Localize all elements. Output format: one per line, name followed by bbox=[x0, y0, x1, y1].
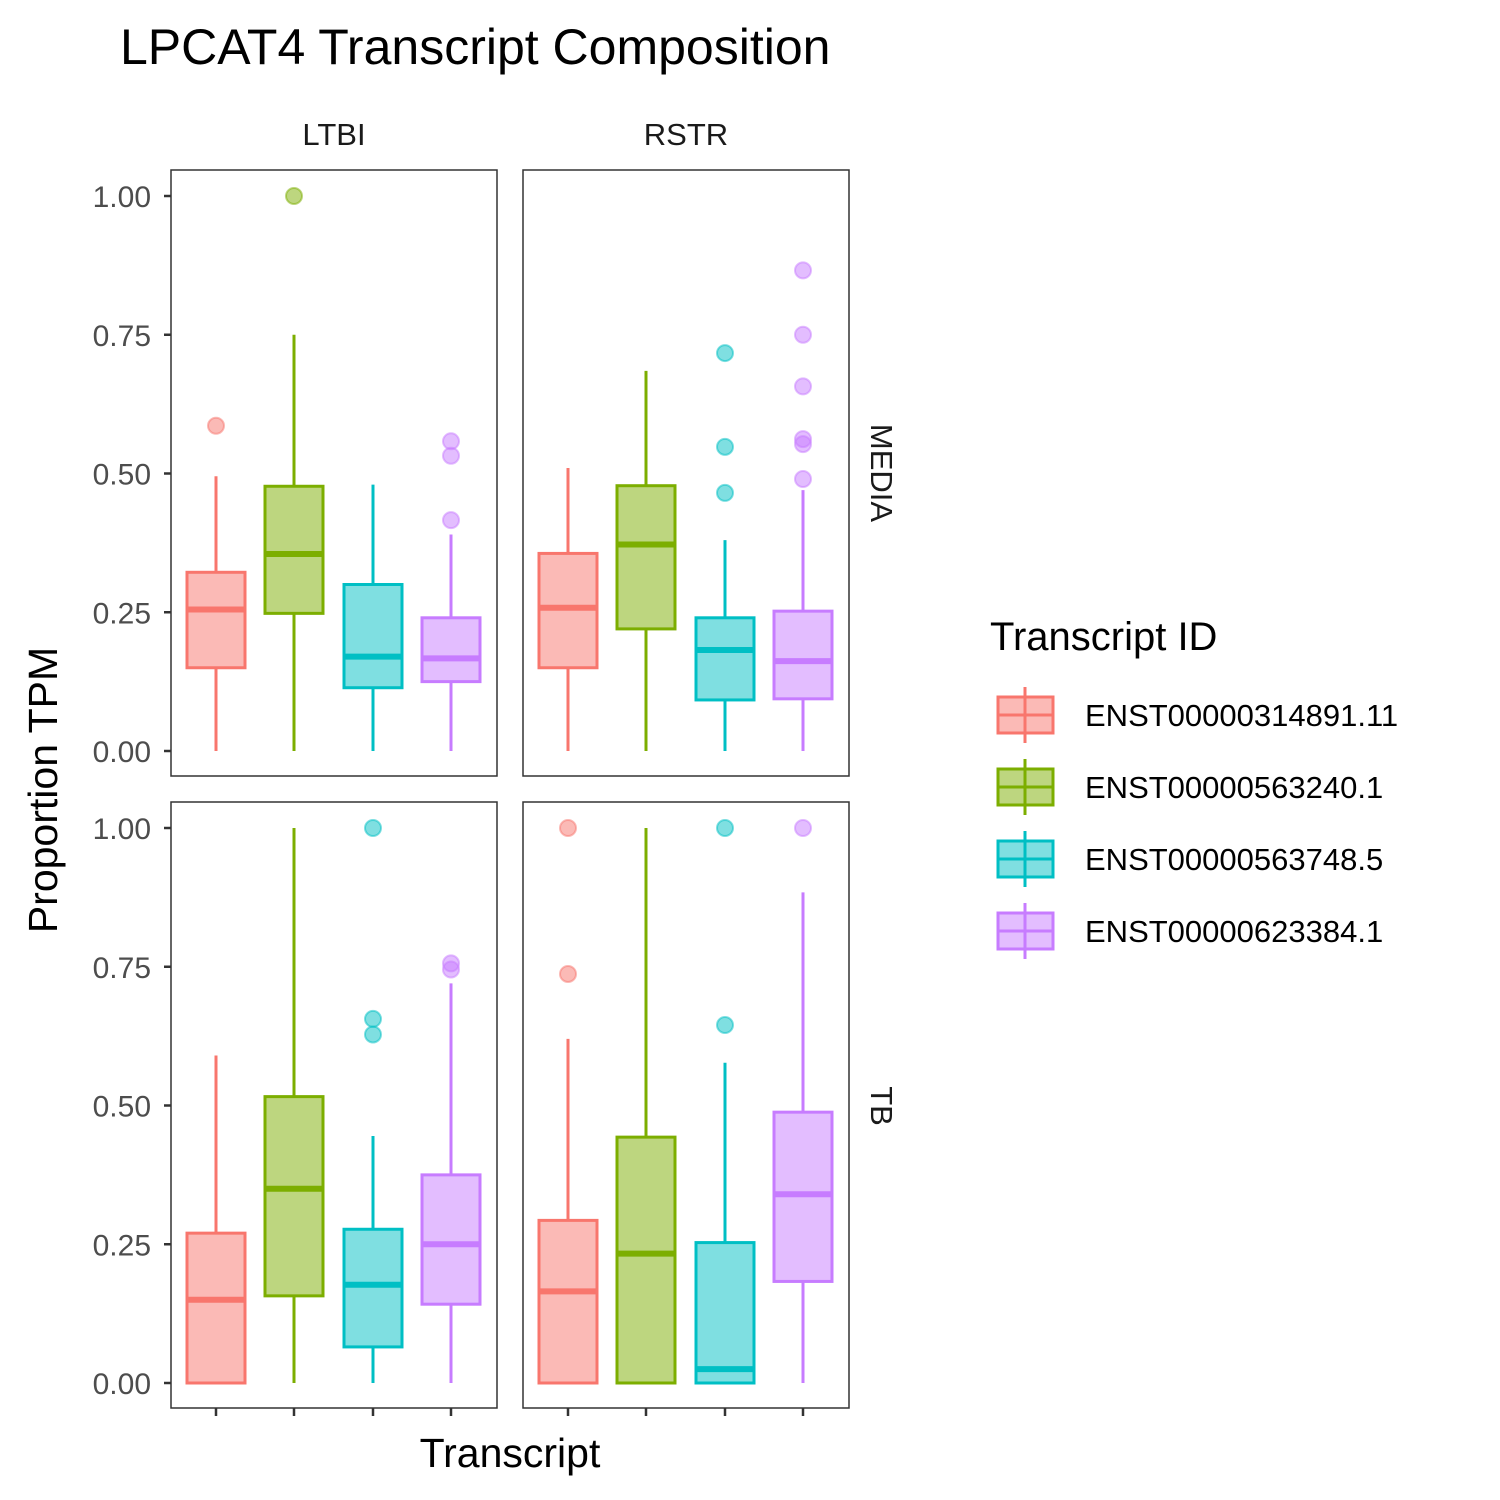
outlier-point bbox=[794, 261, 812, 280]
box-enst00000314891-11 bbox=[185, 416, 247, 751]
legend-label: ENST00000563240.1 bbox=[1085, 770, 1383, 805]
x-axis-title: Transcript bbox=[420, 1430, 601, 1476]
y-tick-label: 0.25 bbox=[93, 597, 151, 630]
strip-label-tb: TB bbox=[864, 1086, 899, 1126]
chart-title: LPCAT4 Transcript Composition bbox=[120, 19, 830, 75]
outlier-point bbox=[364, 819, 382, 837]
box-enst00000314891-11 bbox=[537, 819, 599, 1385]
box-iqr bbox=[342, 583, 404, 690]
box-iqr bbox=[694, 616, 756, 702]
facet-panels: 0.00 0.25 0.50 0.75 1.00 0.00 0.25 0.50 0.75 1.00 bbox=[93, 169, 850, 1416]
box-enst00000563240-1 bbox=[615, 370, 677, 751]
y-tick-label: 1.00 bbox=[93, 813, 151, 846]
outlier-point bbox=[285, 187, 303, 205]
legend-item-enst00000314891-11: ENST00000314891.11 bbox=[996, 687, 1398, 743]
legend-item-enst00000623384-1: ENST00000623384.1 bbox=[996, 903, 1383, 959]
legend-title: Transcript ID bbox=[990, 615, 1217, 659]
box-iqr bbox=[694, 1241, 756, 1385]
box-iqr bbox=[615, 1135, 677, 1385]
box-enst00000563748-5 bbox=[342, 819, 404, 1383]
legend-label: ENST00000563748.5 bbox=[1085, 842, 1383, 877]
strip-label-media: MEDIA bbox=[864, 424, 899, 523]
box-enst00000563748-5 bbox=[694, 819, 756, 1385]
outlier-point bbox=[442, 432, 460, 451]
box-enst00000563748-5 bbox=[342, 484, 404, 751]
legend-item-enst00000563240-1: ENST00000563240.1 bbox=[996, 759, 1383, 815]
box-enst00000623384-1 bbox=[420, 954, 482, 1383]
outlier-point bbox=[794, 819, 812, 837]
box-iqr bbox=[185, 570, 247, 670]
outlier-point bbox=[364, 1025, 382, 1044]
panel-border bbox=[170, 169, 498, 777]
box-iqr bbox=[185, 1231, 247, 1385]
y-axis-title: Proportion TPM bbox=[20, 647, 66, 933]
legend-label: ENST00000314891.11 bbox=[1085, 698, 1398, 733]
legend: Transcript ID ENST00000314891.11 ENST0000… bbox=[990, 615, 1398, 959]
box-enst00000623384-1 bbox=[420, 432, 482, 751]
box-iqr bbox=[420, 616, 482, 684]
panel-media-rstr bbox=[522, 169, 850, 777]
outlier-point bbox=[716, 437, 734, 456]
box-iqr bbox=[537, 1218, 599, 1385]
outlier-point bbox=[559, 819, 577, 837]
box-enst00000623384-1 bbox=[772, 819, 834, 1383]
y-tick-label: 0.50 bbox=[93, 1091, 151, 1124]
legend-label: ENST00000623384.1 bbox=[1085, 914, 1383, 949]
outlier-point bbox=[794, 470, 812, 489]
box-enst00000623384-1 bbox=[772, 261, 834, 751]
outlier-point bbox=[442, 954, 460, 973]
outlier-point bbox=[207, 416, 225, 435]
box-iqr bbox=[615, 484, 677, 631]
box-iqr bbox=[342, 1227, 404, 1349]
box-iqr bbox=[420, 1173, 482, 1306]
box-enst00000563240-1 bbox=[615, 828, 677, 1385]
box-enst00000563240-1 bbox=[263, 828, 325, 1383]
outlier-point bbox=[364, 1009, 382, 1028]
y-tick-label: 0.25 bbox=[93, 1229, 151, 1262]
outlier-point bbox=[794, 325, 812, 344]
legend-item-enst00000563748-5: ENST00000563748.5 bbox=[996, 831, 1383, 887]
outlier-point bbox=[794, 377, 812, 396]
outlier-point bbox=[442, 511, 460, 530]
y-tick-label: 0.00 bbox=[93, 736, 151, 769]
y-tick-label: 1.00 bbox=[93, 181, 151, 214]
box-enst00000563240-1 bbox=[263, 187, 325, 751]
outlier-point bbox=[559, 964, 577, 983]
strip-label-ltbi: LTBI bbox=[302, 117, 365, 152]
y-tick-label: 0.50 bbox=[93, 459, 151, 492]
strip-label-rstr: RSTR bbox=[644, 117, 728, 152]
box-iqr bbox=[263, 484, 325, 615]
y-tick-label: 0.00 bbox=[93, 1368, 151, 1401]
y-tick-label: 0.75 bbox=[93, 952, 151, 985]
box-iqr bbox=[263, 1095, 325, 1298]
outlier-point bbox=[716, 1016, 734, 1035]
box-enst00000314891-11 bbox=[537, 467, 599, 751]
box-iqr bbox=[772, 609, 834, 701]
outlier-point bbox=[716, 483, 734, 502]
y-tick-label: 0.75 bbox=[93, 320, 151, 353]
box-enst00000563748-5 bbox=[694, 344, 756, 751]
panel-tb-rstr bbox=[522, 801, 850, 1416]
outlier-point bbox=[716, 344, 734, 363]
panel-tb-ltbi: 0.00 0.25 0.50 0.75 1.00 bbox=[93, 801, 498, 1416]
outlier-point bbox=[794, 430, 812, 449]
panel-media-ltbi: 0.00 0.25 0.50 0.75 1.00 bbox=[93, 169, 498, 777]
outlier-point bbox=[716, 819, 734, 837]
box-enst00000314891-11 bbox=[185, 1055, 247, 1385]
